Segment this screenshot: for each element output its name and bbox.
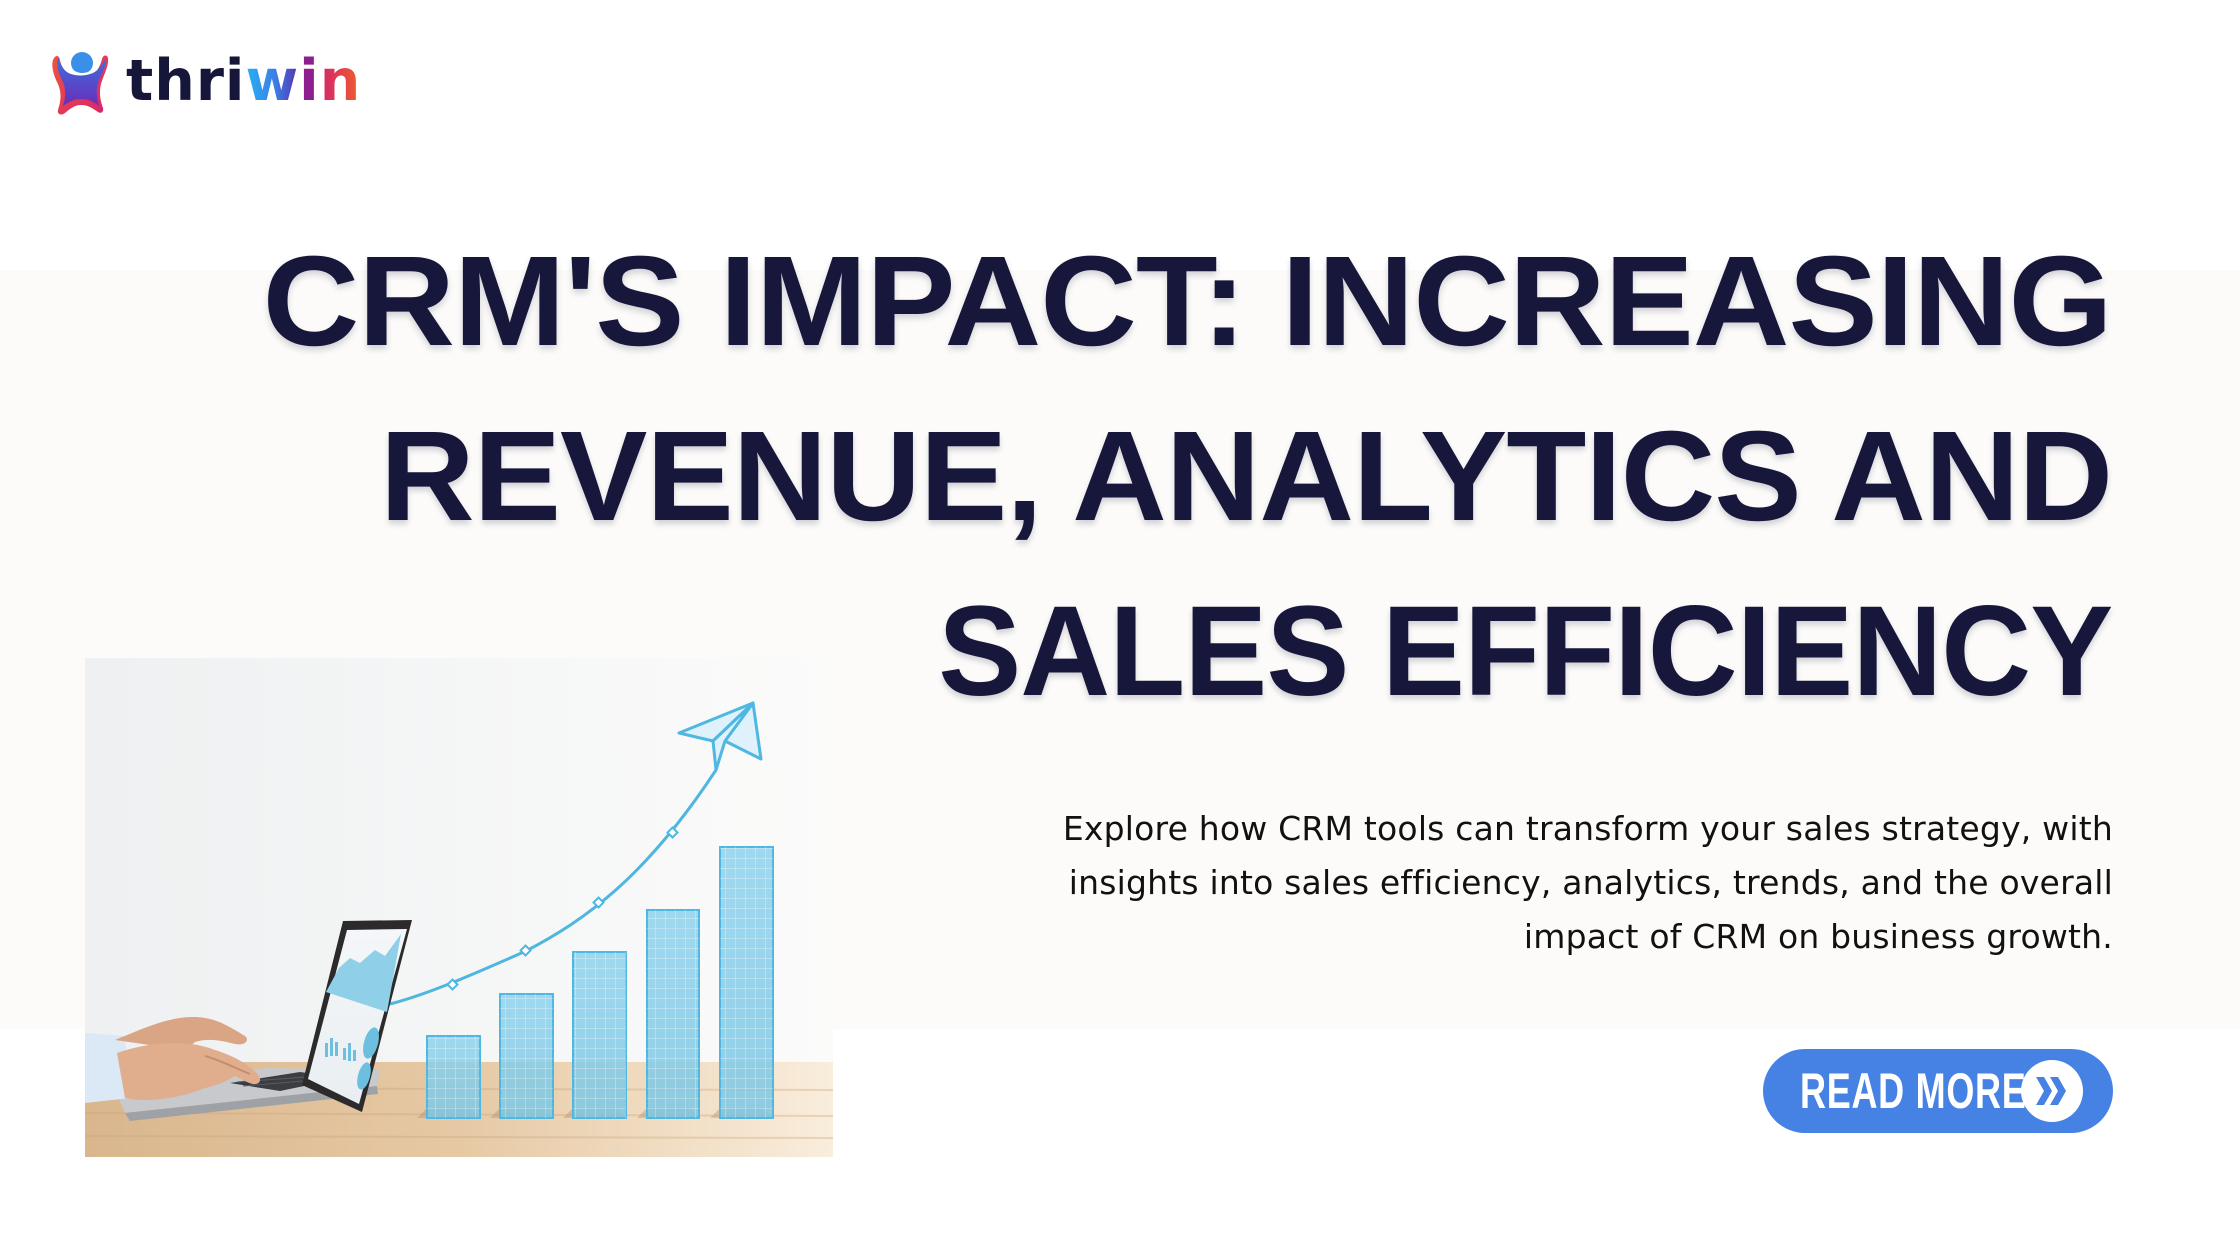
page-title: CRM'S IMPACT: INCREASING REVENUE, ANALYT… (212, 214, 2113, 739)
title-line-2-text: REVENUE, ANALYTICS AND (380, 405, 2113, 548)
summary-line-3: impact of CRM on business growth. (1523, 917, 2113, 956)
hero-illustration (85, 658, 833, 1157)
double-chevron-right-icon (2021, 1060, 2083, 1122)
title-line-1: CRM'S IMPACT: INCREASING (212, 214, 2113, 389)
title-line-3-text: SALES EFFICIENCY (938, 580, 2113, 723)
brand-wordmark: thriwin (126, 52, 361, 110)
read-more-label: READ MORE (1800, 1063, 2027, 1119)
title-line-1-text: CRM'S IMPACT: INCREASING (263, 230, 2113, 373)
brand-part-n: n (319, 47, 362, 114)
title-line-3: SALES EFFICIENCY (212, 564, 2113, 739)
thriwin-logo-icon (52, 52, 109, 115)
brand-part-i: i (299, 47, 320, 114)
brand-part-thri: thri (126, 47, 246, 114)
summary-line-2: insights into sales efficiency, analytic… (1068, 863, 2113, 902)
read-more-button[interactable]: READ MORE (1763, 1049, 2113, 1133)
article-summary: Explore how CRM tools can transform your… (853, 802, 2113, 964)
laptop-growth-chart-image (85, 658, 833, 1157)
summary-line-1: Explore how CRM tools can transform your… (1062, 809, 2113, 848)
title-line-2: REVENUE, ANALYTICS AND (212, 389, 2113, 564)
brand-logo[interactable]: thriwin (48, 48, 361, 120)
brand-part-w: w (245, 47, 300, 114)
